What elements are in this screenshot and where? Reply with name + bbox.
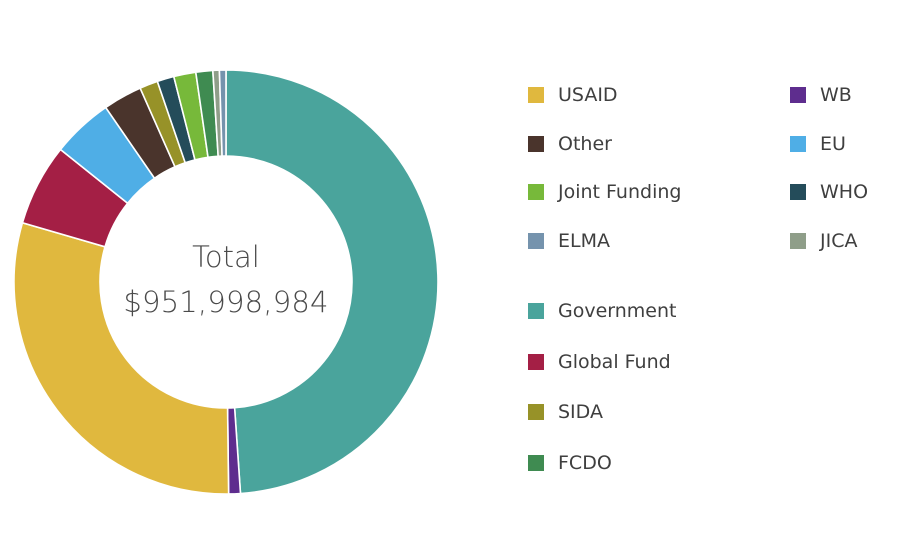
legend-swatch [790,232,806,249]
legend-swatch [528,184,544,200]
legend-label: ELMA [558,229,610,252]
pie-slice-elma[interactable] [218,69,227,157]
legend-label: Other [558,132,612,155]
legend-label: FCDO [558,451,612,474]
donut-slices [13,69,439,495]
legend-label: Global Fund [558,350,671,373]
legend-item-who[interactable]: WHO [790,177,868,207]
legend-swatch [790,87,806,103]
legend-item-eu[interactable]: EU [790,129,846,159]
legend-label: SIDA [558,401,603,423]
legend-swatch [528,87,544,103]
legend-label: Government [558,300,677,322]
legend-swatch [528,135,544,152]
legend-swatch [790,135,806,152]
legend-item-global-fund[interactable]: Global Fund [528,347,671,377]
legend-item-usaid[interactable]: USAID [528,80,618,110]
legend-swatch [528,404,544,420]
legend-item-sida[interactable]: SIDA [528,397,603,427]
legend-swatch [528,232,544,249]
legend-label: JICA [820,229,858,252]
legend-swatch [528,454,544,471]
pie-slice-usaid[interactable] [13,221,230,495]
legend-item-jica[interactable]: JICA [790,226,857,256]
legend-item-wb[interactable]: WB [790,80,852,110]
legend-item-elma[interactable]: ELMA [528,226,610,256]
legend-item-government[interactable]: Government [528,296,677,326]
legend-item-other[interactable]: Other [528,129,612,159]
legend-swatch [790,184,806,200]
legend-label: USAID [558,84,618,106]
legend-item-joint-funding[interactable]: Joint Funding [528,177,681,207]
legend-label: WHO [820,181,869,203]
legend-label: WB [820,84,852,106]
legend-label: Joint Funding [558,181,682,203]
legend-label: EU [820,132,846,155]
legend-swatch [528,303,544,319]
donut-center-title: Total [192,240,260,274]
donut-center-total-value: $951,998,984 [123,285,329,319]
legend-swatch [528,353,544,370]
pie-slice-government[interactable] [225,69,439,495]
legend-item-fcdo[interactable]: FCDO [528,448,612,478]
